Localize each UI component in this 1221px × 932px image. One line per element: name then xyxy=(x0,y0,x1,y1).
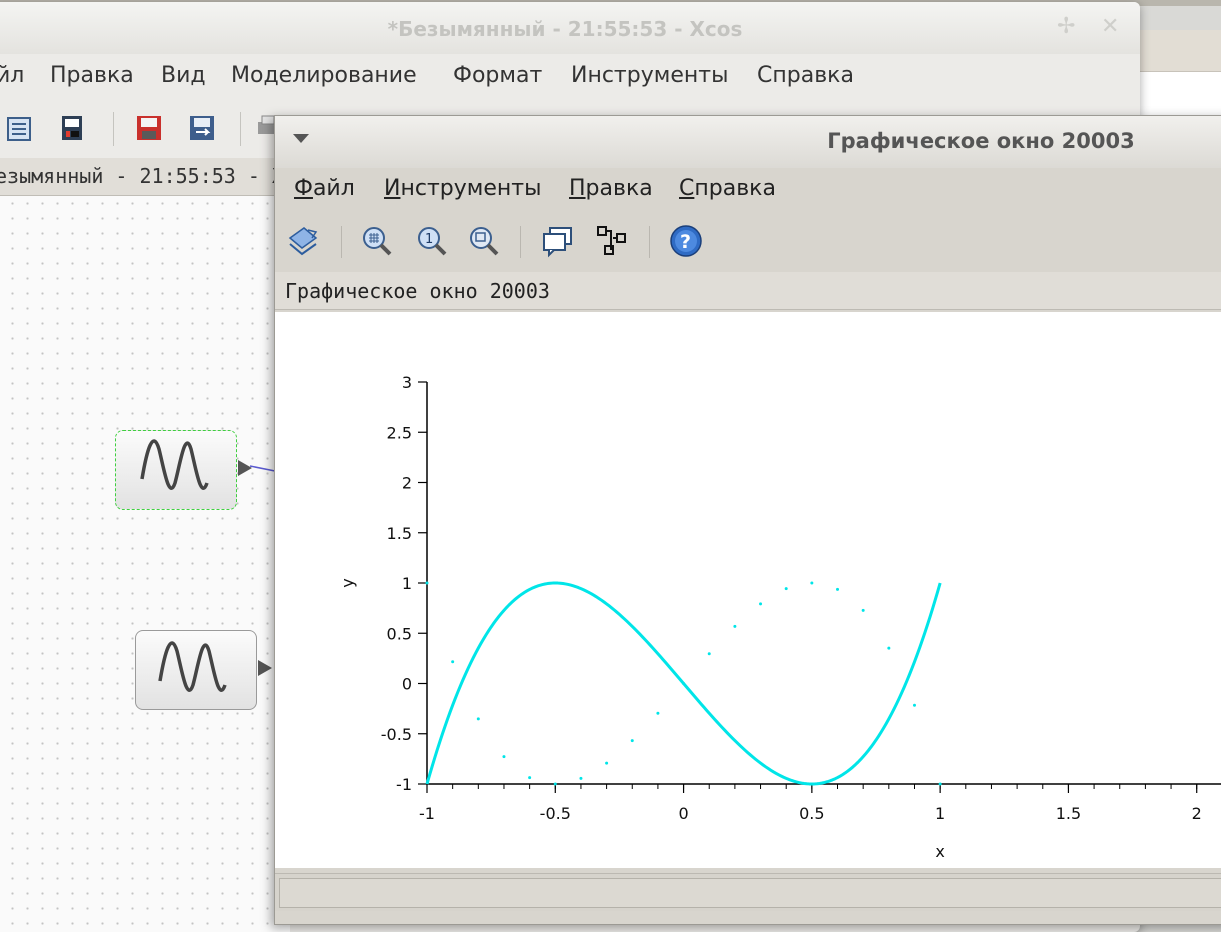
data-point xyxy=(425,581,429,585)
help-icon[interactable]: ? xyxy=(669,224,703,258)
zoom-original-icon[interactable]: 1 xyxy=(415,224,449,258)
sine-wave-icon xyxy=(140,439,209,491)
y-axis-label: y xyxy=(338,578,357,587)
graphic-window-title: Графическое окно 20003 xyxy=(827,129,1135,153)
toolbar-separator xyxy=(649,226,650,258)
status-text xyxy=(279,878,1221,908)
y-tick-label: 1.5 xyxy=(387,524,412,543)
x-tick-label: 2 xyxy=(1192,804,1202,823)
xcos-menu-view[interactable]: Вид xyxy=(161,63,206,88)
menu-tools[interactable]: Инструменты xyxy=(384,176,542,201)
svg-text:1: 1 xyxy=(425,232,433,247)
sine-generator-block[interactable] xyxy=(135,630,257,710)
data-point xyxy=(579,776,583,780)
rotate-icon[interactable] xyxy=(286,224,320,258)
data-point xyxy=(938,782,942,786)
xcos-menu-simulation[interactable]: Моделирование xyxy=(231,63,417,88)
svg-text:?: ? xyxy=(680,231,691,253)
toolbar-separator xyxy=(341,226,342,258)
x-tick-label: -1 xyxy=(419,804,435,823)
output-port[interactable] xyxy=(238,460,252,476)
data-point xyxy=(784,587,788,591)
datatip-icon[interactable] xyxy=(541,224,575,258)
xcos-toolbar xyxy=(0,106,1140,152)
data-point xyxy=(528,776,532,780)
data-point xyxy=(887,646,891,650)
xcos-menu-edit[interactable]: Правка xyxy=(50,63,134,88)
data-point xyxy=(553,782,557,786)
save-as-icon[interactable] xyxy=(186,112,218,144)
y-tick-label: 3 xyxy=(402,373,412,392)
y-tick-label: 2 xyxy=(402,474,412,493)
toolbar-separator xyxy=(520,226,521,258)
xcos-menu-format[interactable]: Формат xyxy=(453,63,543,88)
xcos-menubar: йл Правка Вид Моделирование Формат Инстр… xyxy=(0,60,1140,94)
data-point xyxy=(502,755,506,759)
status-bar xyxy=(275,873,1221,911)
data-point xyxy=(682,682,686,685)
sine-wave-icon xyxy=(158,641,227,693)
menu-edit[interactable]: Правка xyxy=(569,176,653,201)
x-tick-label: 0.5 xyxy=(799,804,824,823)
data-point xyxy=(810,581,814,585)
y-tick-label: -0.5 xyxy=(381,725,412,744)
data-point xyxy=(451,660,455,664)
zoom-icon[interactable] xyxy=(360,224,394,258)
data-point xyxy=(605,761,609,765)
menu-file[interactable]: Файл xyxy=(294,176,355,201)
data-editor-icon[interactable] xyxy=(595,224,629,258)
graphic-window: Графическое окно 20003 Файл Инструменты … xyxy=(274,115,1221,925)
graphic-window-toolbar: 1 ? xyxy=(275,216,1221,266)
diagram-canvas[interactable] xyxy=(0,196,290,932)
y-tick-label: -1 xyxy=(396,775,412,794)
xcos-menu-tools[interactable]: Инструменты xyxy=(571,63,729,88)
data-point xyxy=(476,717,480,721)
menu-help[interactable]: Справка xyxy=(679,176,776,201)
open-icon[interactable] xyxy=(4,112,36,144)
pin-icon[interactable]: ✢ xyxy=(1057,14,1076,39)
x-axis-label: x xyxy=(935,842,944,861)
graphic-window-menubar: Файл Инструменты Правка Справка xyxy=(275,172,1221,208)
data-point xyxy=(912,703,916,707)
data-point xyxy=(630,739,634,743)
y-tick-label: 1 xyxy=(402,574,412,593)
x-tick-label: 1.5 xyxy=(1056,804,1081,823)
xcos-tab-label: езымянный - 21:55:53 - Х xyxy=(0,164,284,188)
background-window-strip xyxy=(1138,30,1221,72)
save-file-icon[interactable] xyxy=(57,112,89,144)
y-tick-label: 0 xyxy=(402,675,412,694)
zoom-area-icon[interactable] xyxy=(467,224,501,258)
data-point xyxy=(861,608,865,612)
window-menu-icon[interactable] xyxy=(293,134,309,143)
x-tick-label: 1 xyxy=(935,804,945,823)
xcos-diagram-tab[interactable]: езымянный - 21:55:53 - Х xyxy=(0,158,290,196)
chart[interactable]: -1-0.500.511.522.532.521.510.50-0.5-1xy xyxy=(275,312,1221,868)
xcos-menu-file[interactable]: йл xyxy=(0,63,25,88)
plot-area[interactable]: -1-0.500.511.522.532.521.510.50-0.5-1xy xyxy=(275,312,1221,868)
x-tick-label: -0.5 xyxy=(540,804,571,823)
toolbar-separator xyxy=(240,112,241,146)
close-icon[interactable]: ✕ xyxy=(1101,14,1120,39)
x-tick-label: 0 xyxy=(678,804,688,823)
xcos-titlebar[interactable]: *Безымянный - 21:55:53 - Xcos ✢ ✕ xyxy=(0,2,1140,54)
output-port[interactable] xyxy=(258,660,272,676)
xcos-window-title: *Безымянный - 21:55:53 - Xcos xyxy=(387,17,743,41)
data-point xyxy=(759,602,763,606)
graphic-window-label-bar: Графическое окно 20003 xyxy=(275,272,1221,310)
sine-generator-block[interactable] xyxy=(115,430,237,510)
graphic-window-label: Графическое окно 20003 xyxy=(285,279,550,303)
graphic-window-titlebar[interactable]: Графическое окно 20003 xyxy=(275,116,1221,168)
data-point xyxy=(836,587,840,591)
xcos-menu-help[interactable]: Справка xyxy=(757,63,854,88)
save-icon[interactable] xyxy=(133,112,165,144)
data-point xyxy=(656,711,660,715)
y-tick-label: 0.5 xyxy=(387,624,412,643)
data-point xyxy=(707,652,711,656)
toolbar-separator xyxy=(113,112,114,146)
data-point xyxy=(733,624,737,628)
y-tick-label: 2.5 xyxy=(387,423,412,442)
